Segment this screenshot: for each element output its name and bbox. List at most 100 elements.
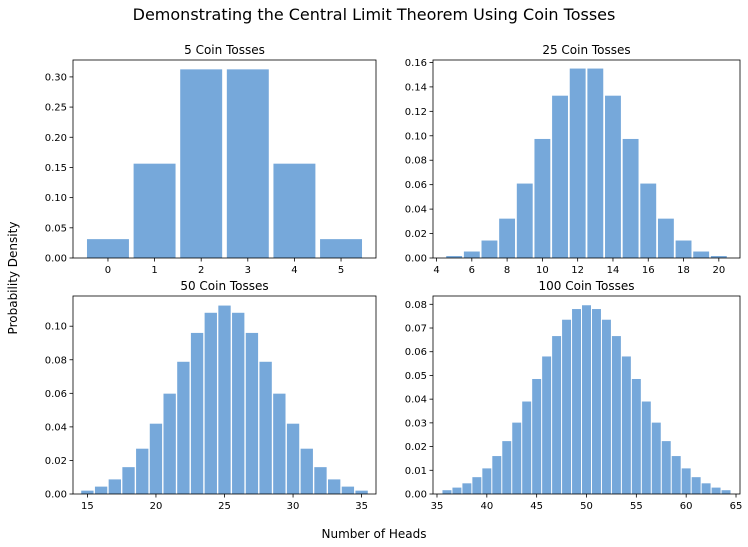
bar (516, 183, 533, 258)
bar (721, 490, 731, 494)
axes-frame (432, 59, 741, 259)
x-tick-label: 4 (291, 265, 297, 276)
bar (472, 477, 482, 494)
bar (463, 251, 480, 258)
bar (693, 251, 710, 258)
x-tick-label: 35 (355, 501, 368, 512)
bar (591, 309, 601, 494)
bar (657, 218, 674, 258)
y-tick-label: 0.03 (405, 418, 427, 429)
bar (711, 487, 721, 494)
y-tick-label: 0.04 (405, 395, 427, 406)
y-tick-label: 0.12 (405, 107, 427, 118)
subplot-1: 5 Coin Tosses 0 1 2 3 4 5 0.00 0.05 0.10 0.15 0.20 0… (45, 43, 377, 276)
bar (499, 218, 516, 258)
bar (569, 68, 586, 258)
y-tick-label: 0.01 (405, 466, 427, 477)
bar (286, 423, 300, 494)
y-tick-label: 0.30 (45, 72, 67, 83)
bar (482, 468, 492, 494)
bar (661, 441, 671, 494)
bar (446, 256, 463, 258)
bar (328, 479, 341, 494)
y-axis-label: Probability Density (6, 222, 20, 335)
bar (701, 483, 711, 494)
x-tick-label: 5 (338, 265, 344, 276)
x-axis-label: Number of Heads (321, 527, 426, 541)
x-tick-label: 20 (150, 501, 163, 512)
subplot-title: 50 Coin Tosses (180, 279, 268, 293)
bar (273, 393, 286, 494)
subplot-title: 5 Coin Tosses (184, 43, 265, 57)
x-tick-label: 60 (680, 501, 693, 512)
bar (190, 332, 204, 494)
subplot-title: 100 Coin Tosses (539, 279, 635, 293)
y-tick-label: 0.06 (45, 389, 67, 400)
bar (641, 401, 651, 494)
bar (136, 448, 149, 494)
x-tick-label: 18 (677, 265, 690, 276)
bar (552, 336, 562, 494)
bar (512, 422, 522, 494)
y-tick-label: 0.10 (45, 322, 67, 333)
x-tick-label: 45 (530, 501, 543, 512)
bar (651, 422, 661, 494)
bar (522, 401, 532, 494)
subplot-4: 100 Coin Tosses 35 40 45 50 55 60 65 0.00 0.01 0.0… (405, 279, 743, 512)
bar (300, 448, 313, 494)
y-tick-label: 0.06 (405, 180, 427, 191)
y-tick-label: 0.07 (405, 324, 427, 335)
y-tick-label: 0.08 (405, 300, 427, 311)
x-tick-label: 2 (198, 265, 204, 276)
y-tick-label: 0.10 (405, 131, 427, 142)
bar (149, 423, 163, 494)
bar (552, 95, 568, 258)
bar (675, 240, 692, 258)
bar (492, 456, 502, 494)
bar (601, 319, 611, 494)
bar (320, 239, 363, 258)
bar (542, 356, 552, 494)
x-tick-label: 14 (607, 265, 620, 276)
bar (710, 256, 727, 258)
y-tick-label: 0.02 (405, 442, 427, 453)
bar (81, 490, 94, 494)
y-tick-label: 0.15 (45, 163, 67, 174)
x-tick-label: 20 (712, 265, 725, 276)
x-tick-label: 3 (245, 265, 251, 276)
bar (481, 240, 498, 258)
bar (180, 69, 223, 258)
bar (218, 305, 231, 494)
bar (502, 441, 512, 494)
x-tick-label: 8 (504, 265, 510, 276)
x-tick-label: 55 (630, 501, 643, 512)
figure-title: Demonstrating the Central Limit Theorem … (133, 5, 616, 24)
bar (631, 378, 641, 494)
bar (572, 309, 582, 494)
y-tick-label: 0.14 (405, 82, 427, 93)
x-tick-label: 65 (730, 501, 743, 512)
y-tick-label: 0.05 (405, 371, 427, 382)
bar (582, 305, 591, 494)
y-tick-label: 0.02 (405, 229, 427, 240)
y-tick-label: 0.00 (45, 490, 67, 501)
subplot-2: 25 Coin Tosses 4 6 8 10 12 14 16 18 20 0.00 0.02 0.0… (405, 43, 741, 276)
x-tick-label: 50 (580, 501, 593, 512)
bar (245, 332, 259, 494)
bar (273, 163, 316, 258)
bar (314, 467, 327, 494)
y-tick-label: 0.00 (45, 254, 67, 265)
bar (442, 490, 452, 494)
y-tick-label: 0.25 (45, 103, 67, 114)
bar (94, 486, 108, 494)
bar (587, 68, 604, 258)
x-tick-label: 25 (218, 501, 231, 512)
bar (462, 483, 472, 494)
bar (86, 239, 129, 258)
bar (640, 183, 657, 258)
axes-frame (72, 59, 377, 259)
y-tick-label: 0.16 (405, 58, 427, 69)
bar (611, 336, 621, 494)
